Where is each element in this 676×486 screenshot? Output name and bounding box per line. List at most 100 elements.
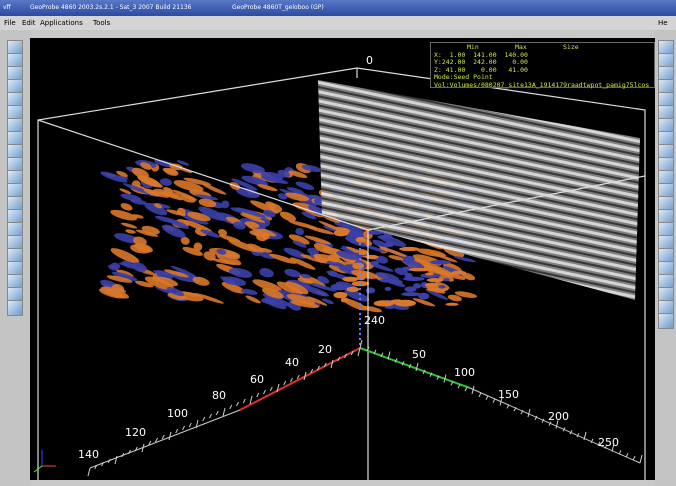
blob xyxy=(106,275,133,283)
tool-button[interactable] xyxy=(658,313,674,329)
blob xyxy=(295,181,315,190)
blob xyxy=(454,291,478,298)
blob xyxy=(342,276,359,282)
axis-tick xyxy=(576,432,580,438)
axis-tick xyxy=(429,372,433,377)
viewport-3d: 0 240 20 40 60 80 100 120 140 50 100 150 200 250 xyxy=(30,38,655,480)
menu-item[interactable]: Tools xyxy=(93,19,111,27)
blob xyxy=(300,273,312,279)
blob xyxy=(182,219,213,233)
blob xyxy=(384,241,395,248)
menu-item[interactable]: He xyxy=(658,19,668,27)
axis-tick-label: 80 xyxy=(212,389,226,402)
menu-item[interactable]: Applications xyxy=(40,19,83,27)
blob xyxy=(265,201,277,208)
blob xyxy=(221,200,230,209)
blob xyxy=(365,254,379,260)
blob xyxy=(162,167,178,175)
blob xyxy=(326,260,344,267)
blob xyxy=(235,207,267,218)
blob xyxy=(233,221,246,230)
blob xyxy=(235,187,260,199)
axis-tick xyxy=(639,454,643,464)
axis-tick xyxy=(527,408,531,418)
blob xyxy=(289,257,316,270)
axis-tick xyxy=(415,362,419,372)
blob xyxy=(231,178,258,191)
app-title: GeoProbe 4860 2003.2s.2.1 - Sat_3 2007 B… xyxy=(30,4,192,11)
blob xyxy=(307,296,328,306)
axis-tick xyxy=(443,374,447,383)
blob xyxy=(240,163,266,174)
blob xyxy=(438,285,446,289)
blob xyxy=(364,245,387,253)
blob xyxy=(425,288,449,300)
axis-tick xyxy=(209,413,212,419)
axis-tick-label: 60 xyxy=(250,373,264,386)
blob xyxy=(261,287,284,299)
blob xyxy=(164,269,189,278)
axis-tick xyxy=(534,415,538,421)
blob xyxy=(210,258,236,265)
blob xyxy=(252,279,283,292)
axis-tick xyxy=(450,381,454,386)
info-row: Y:242.00 242.00 0.00 xyxy=(434,58,528,66)
blob xyxy=(378,246,409,258)
blob xyxy=(277,193,288,200)
blob xyxy=(404,272,413,280)
blob xyxy=(353,232,363,237)
blob xyxy=(170,265,197,277)
axis-tick xyxy=(506,404,510,409)
axis-tick-label: 250 xyxy=(598,436,619,449)
axis-tick-label: 150 xyxy=(498,388,519,401)
blob xyxy=(168,219,190,230)
axis-tick xyxy=(394,358,398,363)
blob xyxy=(187,211,211,222)
blob xyxy=(262,210,276,218)
blob xyxy=(430,260,452,265)
menu-item[interactable]: Edit xyxy=(22,19,36,27)
blob xyxy=(370,260,379,266)
blob xyxy=(180,236,190,245)
menu-item[interactable]: File xyxy=(4,19,16,27)
blob xyxy=(427,287,449,292)
blob xyxy=(120,203,133,211)
blob xyxy=(193,242,203,251)
y-axis xyxy=(359,347,471,389)
blob xyxy=(152,270,183,278)
blob xyxy=(100,171,128,183)
blob xyxy=(216,248,227,255)
axis-tick-label: 40 xyxy=(285,356,299,369)
blob xyxy=(183,177,212,186)
blob xyxy=(130,244,151,254)
blob xyxy=(228,267,253,278)
corner-label: vff xyxy=(3,4,11,11)
axis-tick xyxy=(604,444,608,449)
blob xyxy=(451,270,467,275)
axis-tick xyxy=(188,422,192,428)
blob xyxy=(412,298,436,307)
blob xyxy=(247,243,264,253)
axis-tick xyxy=(236,401,239,407)
blob xyxy=(155,286,175,295)
axis-tick xyxy=(249,395,253,405)
blob xyxy=(198,206,226,221)
blob xyxy=(161,224,186,238)
blob xyxy=(336,227,350,235)
axis-tick xyxy=(548,421,552,426)
blob xyxy=(283,247,307,259)
blob xyxy=(116,170,128,178)
info-row: X: 1.00 141.00 140.00 xyxy=(434,50,528,59)
x-axis-ext xyxy=(89,409,241,469)
blob xyxy=(443,278,450,282)
blob xyxy=(290,300,320,308)
blob xyxy=(336,250,362,261)
blob xyxy=(288,234,310,245)
tool-button[interactable] xyxy=(7,300,23,316)
blob xyxy=(373,300,395,307)
info-header-cell: Min xyxy=(467,43,479,51)
axis-tick xyxy=(290,377,293,383)
axis-tick xyxy=(134,446,138,452)
blob xyxy=(330,283,350,291)
